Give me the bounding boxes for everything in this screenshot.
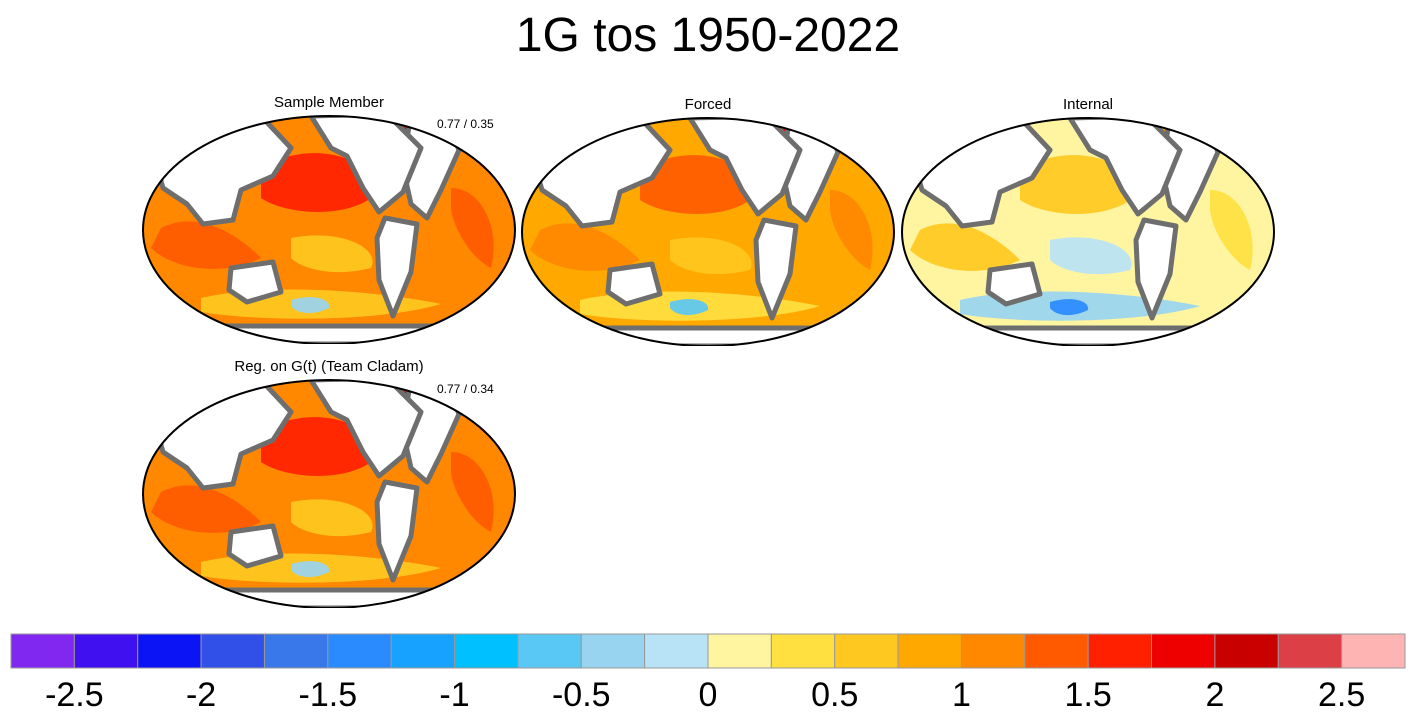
map-outline xyxy=(900,117,1276,346)
colorbar-tick-label: 0.5 xyxy=(811,676,858,714)
world-map xyxy=(141,379,517,608)
colorbar-swatch xyxy=(454,633,519,669)
anomaly-contour xyxy=(670,299,709,316)
colorbar-swatch xyxy=(1087,633,1153,669)
land-mass xyxy=(226,259,284,305)
colorbar-tick-label: -2 xyxy=(186,676,216,714)
anomaly-contour xyxy=(1050,237,1132,275)
panel-title: Forced xyxy=(684,96,732,113)
land-mass xyxy=(226,523,284,569)
colorbar-tick-label: 0 xyxy=(699,676,718,714)
colorbar-tick-label: -1.5 xyxy=(299,676,358,714)
figure-title: 1G tos 1950-2022 xyxy=(515,9,901,62)
land-mass xyxy=(308,116,424,215)
colorbar-swatch xyxy=(1024,633,1089,669)
panel-stat: 0.77 / 0.35 xyxy=(437,117,494,131)
colorbar-swatch xyxy=(327,633,392,669)
colorbar-swatch xyxy=(1341,633,1406,669)
colorbar-swatch xyxy=(1151,633,1216,669)
map-outline xyxy=(141,379,517,608)
land-mass xyxy=(178,587,484,608)
land-mass xyxy=(605,261,663,307)
world-map xyxy=(520,117,896,346)
land-mass xyxy=(1067,118,1183,217)
land-mass xyxy=(937,325,1243,346)
colorbar-swatch xyxy=(580,633,646,669)
land-mass xyxy=(687,118,803,217)
colorbar-swatch xyxy=(263,633,329,669)
colorbar-swatch xyxy=(137,633,202,669)
colorbar-swatch xyxy=(390,633,456,669)
land-mass xyxy=(178,323,484,344)
colorbar-tick-label: -1 xyxy=(439,676,469,714)
colorbar-swatch xyxy=(200,633,265,669)
world-map xyxy=(900,117,1276,346)
anomaly-contour xyxy=(451,188,494,268)
anomaly-contour xyxy=(670,237,752,275)
colorbar-tick-label: 1.5 xyxy=(1065,676,1112,714)
panel-forced: Forced xyxy=(520,96,896,346)
anomaly-contour xyxy=(291,499,373,537)
panel-internal: Internal xyxy=(900,96,1276,346)
panel-title: Reg. on G(t) (Team Cladam) xyxy=(234,358,424,375)
panel-sample-member: Sample Member 0.77 / 0.35 xyxy=(141,94,517,344)
anomaly-contour xyxy=(291,297,330,314)
panel-stat: 0.77 / 0.34 xyxy=(437,382,494,396)
colorbar: -2.5 -2 -1.5 -1 -0.5 0 0.5 1 1.5 2 2.5 xyxy=(10,633,1406,714)
anomaly-contour xyxy=(1050,299,1089,316)
anomaly-contour xyxy=(291,235,373,273)
colorbar-tick-label: 1 xyxy=(952,676,971,714)
anomaly-contour xyxy=(151,485,261,533)
colorbar-swatch xyxy=(960,633,1026,669)
colorbar-swatch xyxy=(1214,633,1279,669)
land-mass xyxy=(374,479,420,583)
anomaly-contour xyxy=(291,561,330,578)
anomaly-contour xyxy=(910,223,1020,271)
map-outline xyxy=(520,117,896,346)
colorbar-swatch xyxy=(834,633,899,669)
land-mass xyxy=(374,215,420,319)
land-mass xyxy=(753,217,799,321)
panel-title: Sample Member xyxy=(273,94,385,111)
colorbar-swatch xyxy=(1277,633,1343,669)
world-map xyxy=(141,115,517,344)
anomaly-contour xyxy=(151,221,261,269)
panel-title: Internal xyxy=(1062,96,1114,113)
colorbar-swatch xyxy=(770,633,836,669)
anomaly-contour xyxy=(451,452,494,532)
colorbar-tick-label: -0.5 xyxy=(552,676,611,714)
colorbar-swatch xyxy=(10,633,75,669)
anomaly-contour xyxy=(1210,190,1253,270)
colorbar-swatch xyxy=(644,633,709,669)
land-mass xyxy=(1133,217,1179,321)
colorbar-tick-label: -2.5 xyxy=(45,676,104,714)
anomaly-contour xyxy=(530,223,640,271)
land-mass xyxy=(308,380,424,479)
panel-regression: Reg. on G(t) (Team Cladam) 0.77 / 0.34 xyxy=(141,358,517,608)
colorbar-swatch xyxy=(73,633,139,669)
colorbar-swatch xyxy=(517,633,582,669)
colorbar-swatch xyxy=(897,633,962,669)
land-mass xyxy=(985,261,1043,307)
colorbar-tick-label: 2.5 xyxy=(1318,676,1365,714)
land-mass xyxy=(557,325,863,346)
map-outline xyxy=(141,115,517,344)
colorbar-tick-label: 2 xyxy=(1205,676,1224,714)
anomaly-contour xyxy=(830,190,873,270)
colorbar-swatch xyxy=(707,633,772,669)
